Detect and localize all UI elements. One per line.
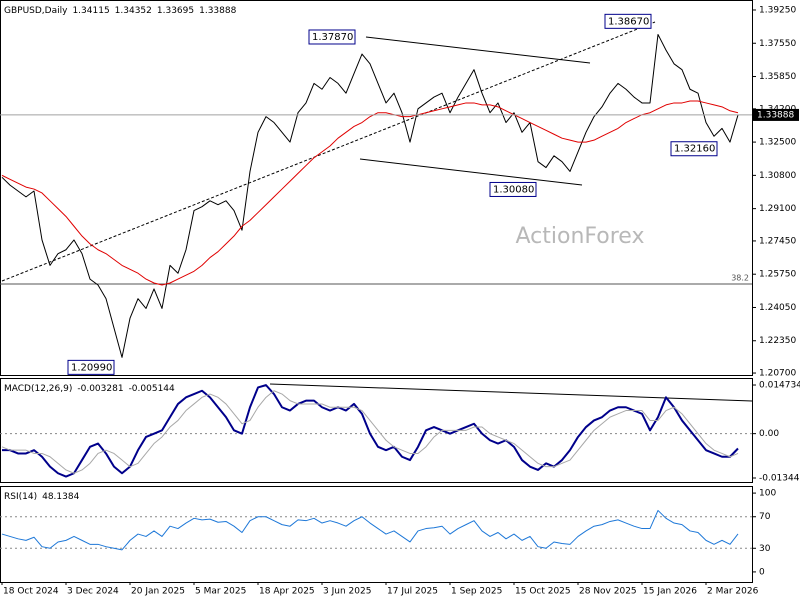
panel-frames (0, 0, 753, 583)
series-line (1, 100, 739, 286)
annotation-box (489, 181, 537, 197)
price-frame (0, 0, 753, 376)
x-tick-label: 5 Mar 2025 (195, 587, 246, 597)
fib-label: 38.2 (731, 274, 749, 283)
x-tick-label: 1 Sep 2025 (451, 587, 502, 597)
y-tick-label: 1.32500 (759, 138, 796, 148)
macd-frame (0, 378, 753, 483)
y-tick-label: 100 (759, 489, 776, 499)
y-tick-label: 30 (759, 544, 771, 554)
y-tick-label: -0.013442 (759, 474, 800, 484)
y-tick-label: 1.37550 (759, 39, 796, 49)
y-tick-label: 0.00 (759, 429, 779, 439)
watermark: ActionForex (516, 224, 645, 249)
x-tick-label: 15 Jan 2026 (643, 587, 697, 597)
y-tick-label: 1.24050 (759, 303, 796, 313)
x-tick-label: 3 Dec 2024 (67, 587, 119, 597)
y-tick-label: 1.30800 (759, 171, 796, 181)
annotation-label: 1.32160 (674, 144, 715, 155)
series-line (1, 509, 739, 551)
x-tick-label: 15 Oct 2025 (515, 587, 571, 597)
annotation-box (604, 13, 652, 29)
x-tick-label: 3 Jun 2025 (323, 587, 371, 597)
annotation-label: 1.38670 (608, 16, 649, 27)
readout-value: -0.003281 (77, 384, 123, 394)
readout-value: 1.33695 (157, 6, 194, 16)
y-tick-label: 1.35850 (759, 72, 796, 82)
annotation-label: 1.37870 (312, 32, 353, 43)
x-tick-label: 28 Nov 2025 (579, 587, 637, 597)
y-tick-label: 1.29100 (759, 204, 796, 214)
current-price-box (753, 108, 799, 121)
y-tick-label: 1.22350 (759, 336, 796, 346)
current-price-label: 1.33888 (757, 110, 794, 120)
rsi-frame (0, 486, 753, 583)
y-tick-label: 1.20700 (759, 369, 796, 379)
annotation-label: 1.30080 (493, 184, 534, 195)
x-tick-label: 17 Jul 2025 (387, 587, 438, 597)
readout-value: 48.1384 (42, 492, 79, 502)
panel-title: MACD(12,26,9) (4, 384, 72, 394)
trend-lines (0, 21, 753, 402)
panel-header: MACD(12,26,9) -0.003281 -0.005144 (4, 384, 175, 394)
y-tick-label: 1.25750 (759, 270, 796, 280)
series-line (2, 384, 739, 478)
trend-line (1, 21, 656, 282)
y-tick-label: 0.014734 (759, 381, 800, 391)
panel-title: RSI(14) (4, 492, 37, 502)
series-line (1, 390, 739, 474)
y-tick-label: 1.27450 (759, 236, 796, 246)
macd-trend-line (269, 383, 753, 402)
x-tick-label: 20 Jan 2025 (131, 587, 185, 597)
annotation-box (670, 141, 718, 157)
x-tick-label: 2 Mar 2026 (707, 587, 759, 597)
panel-title: GBPUSD,Daily (4, 6, 68, 16)
annotation-box (308, 29, 356, 45)
channel-line (359, 158, 583, 186)
series-line (1, 33, 739, 358)
x-tick-label: 18 Apr 2025 (259, 587, 315, 597)
y-tick-label: 70 (759, 512, 771, 522)
y-tick-label: 1.39250 (759, 5, 796, 15)
annotation-label: 1.20990 (71, 362, 112, 373)
y-tick-label: 0 (759, 567, 765, 577)
readout-value: 1.34115 (72, 6, 109, 16)
readout-value: -0.005144 (129, 384, 175, 394)
x-tick-label: 18 Oct 2024 (3, 587, 59, 597)
readout-value: 1.33888 (199, 6, 236, 16)
readout-value: 1.34352 (115, 6, 152, 16)
panel-header: RSI(14) 48.1384 (4, 492, 80, 502)
channel-line (365, 36, 591, 64)
panel-header: GBPUSD,Daily 1.34115 1.34352 1.33695 1.33888 (4, 6, 237, 16)
annotation-box (67, 359, 115, 375)
